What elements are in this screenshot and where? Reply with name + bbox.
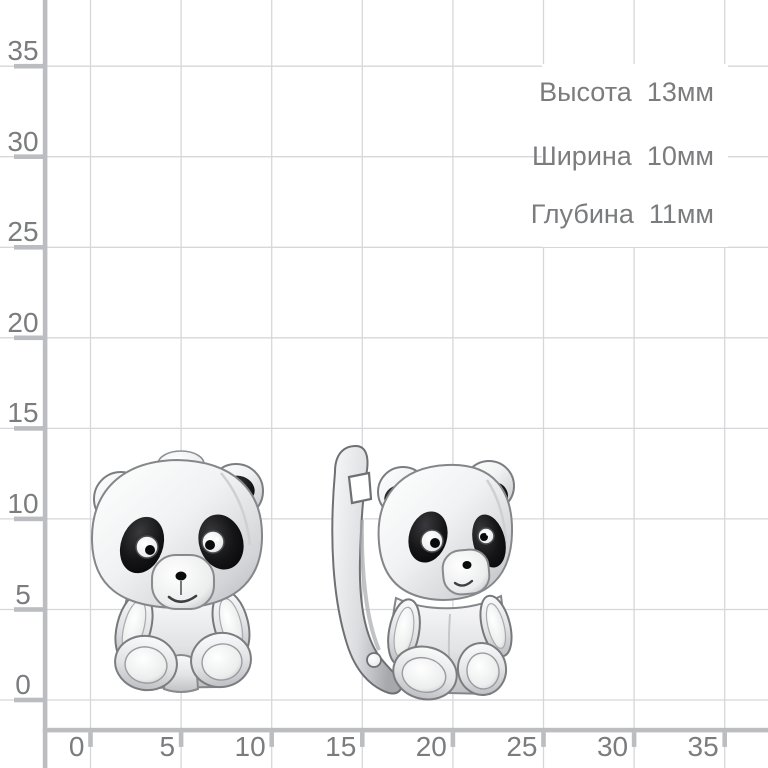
x-tick-label: 10 <box>234 731 266 762</box>
x-tick-label: 30 <box>596 731 629 762</box>
y-tick-label: 5 <box>15 578 31 610</box>
dimension-row-depth: Глубина 11мм <box>531 199 714 229</box>
y-axis-ticks <box>14 63 43 703</box>
dimension-value: 11мм <box>648 199 714 229</box>
clasp-hinge-pin <box>366 652 382 668</box>
dimension-row-height: Высота 13мм <box>539 77 714 107</box>
y-tick-label: 35 <box>7 35 39 67</box>
x-tick-label: 0 <box>68 731 85 762</box>
x-tick-label: 15 <box>325 731 357 762</box>
x-tick-label: 25 <box>506 731 538 762</box>
x-axis-ticks <box>88 732 727 747</box>
vertical-ruler-line <box>42 0 48 768</box>
panda-earring-front-image <box>90 450 264 693</box>
y-tick-label: 25 <box>7 216 39 248</box>
dimension-row-width: Ширина 10мм <box>532 141 714 171</box>
panda-earring-side-image <box>331 444 515 701</box>
x-tick-label: 35 <box>687 731 719 762</box>
x-tick-label: 20 <box>415 731 447 762</box>
dimension-value: 13мм <box>646 77 714 107</box>
y-tick-label: 30 <box>7 125 39 157</box>
dimensions-panel: Высота 13мм Ширина 10мм Глубина 11мм <box>531 64 728 247</box>
x-tick-label: 5 <box>159 731 176 762</box>
y-tick-label: 20 <box>7 306 39 338</box>
horizontal-ruler-line <box>42 727 768 733</box>
dimension-label: Ширина <box>531 141 632 171</box>
y-tick-label: 0 <box>15 669 31 700</box>
y-tick-label: 10 <box>7 487 39 519</box>
dimension-label: Глубина <box>530 199 634 229</box>
dimension-value: 10мм <box>646 141 714 171</box>
y-tick-label: 15 <box>7 397 39 429</box>
clasp-hole <box>347 471 373 505</box>
dimension-label: Высота <box>539 77 632 107</box>
